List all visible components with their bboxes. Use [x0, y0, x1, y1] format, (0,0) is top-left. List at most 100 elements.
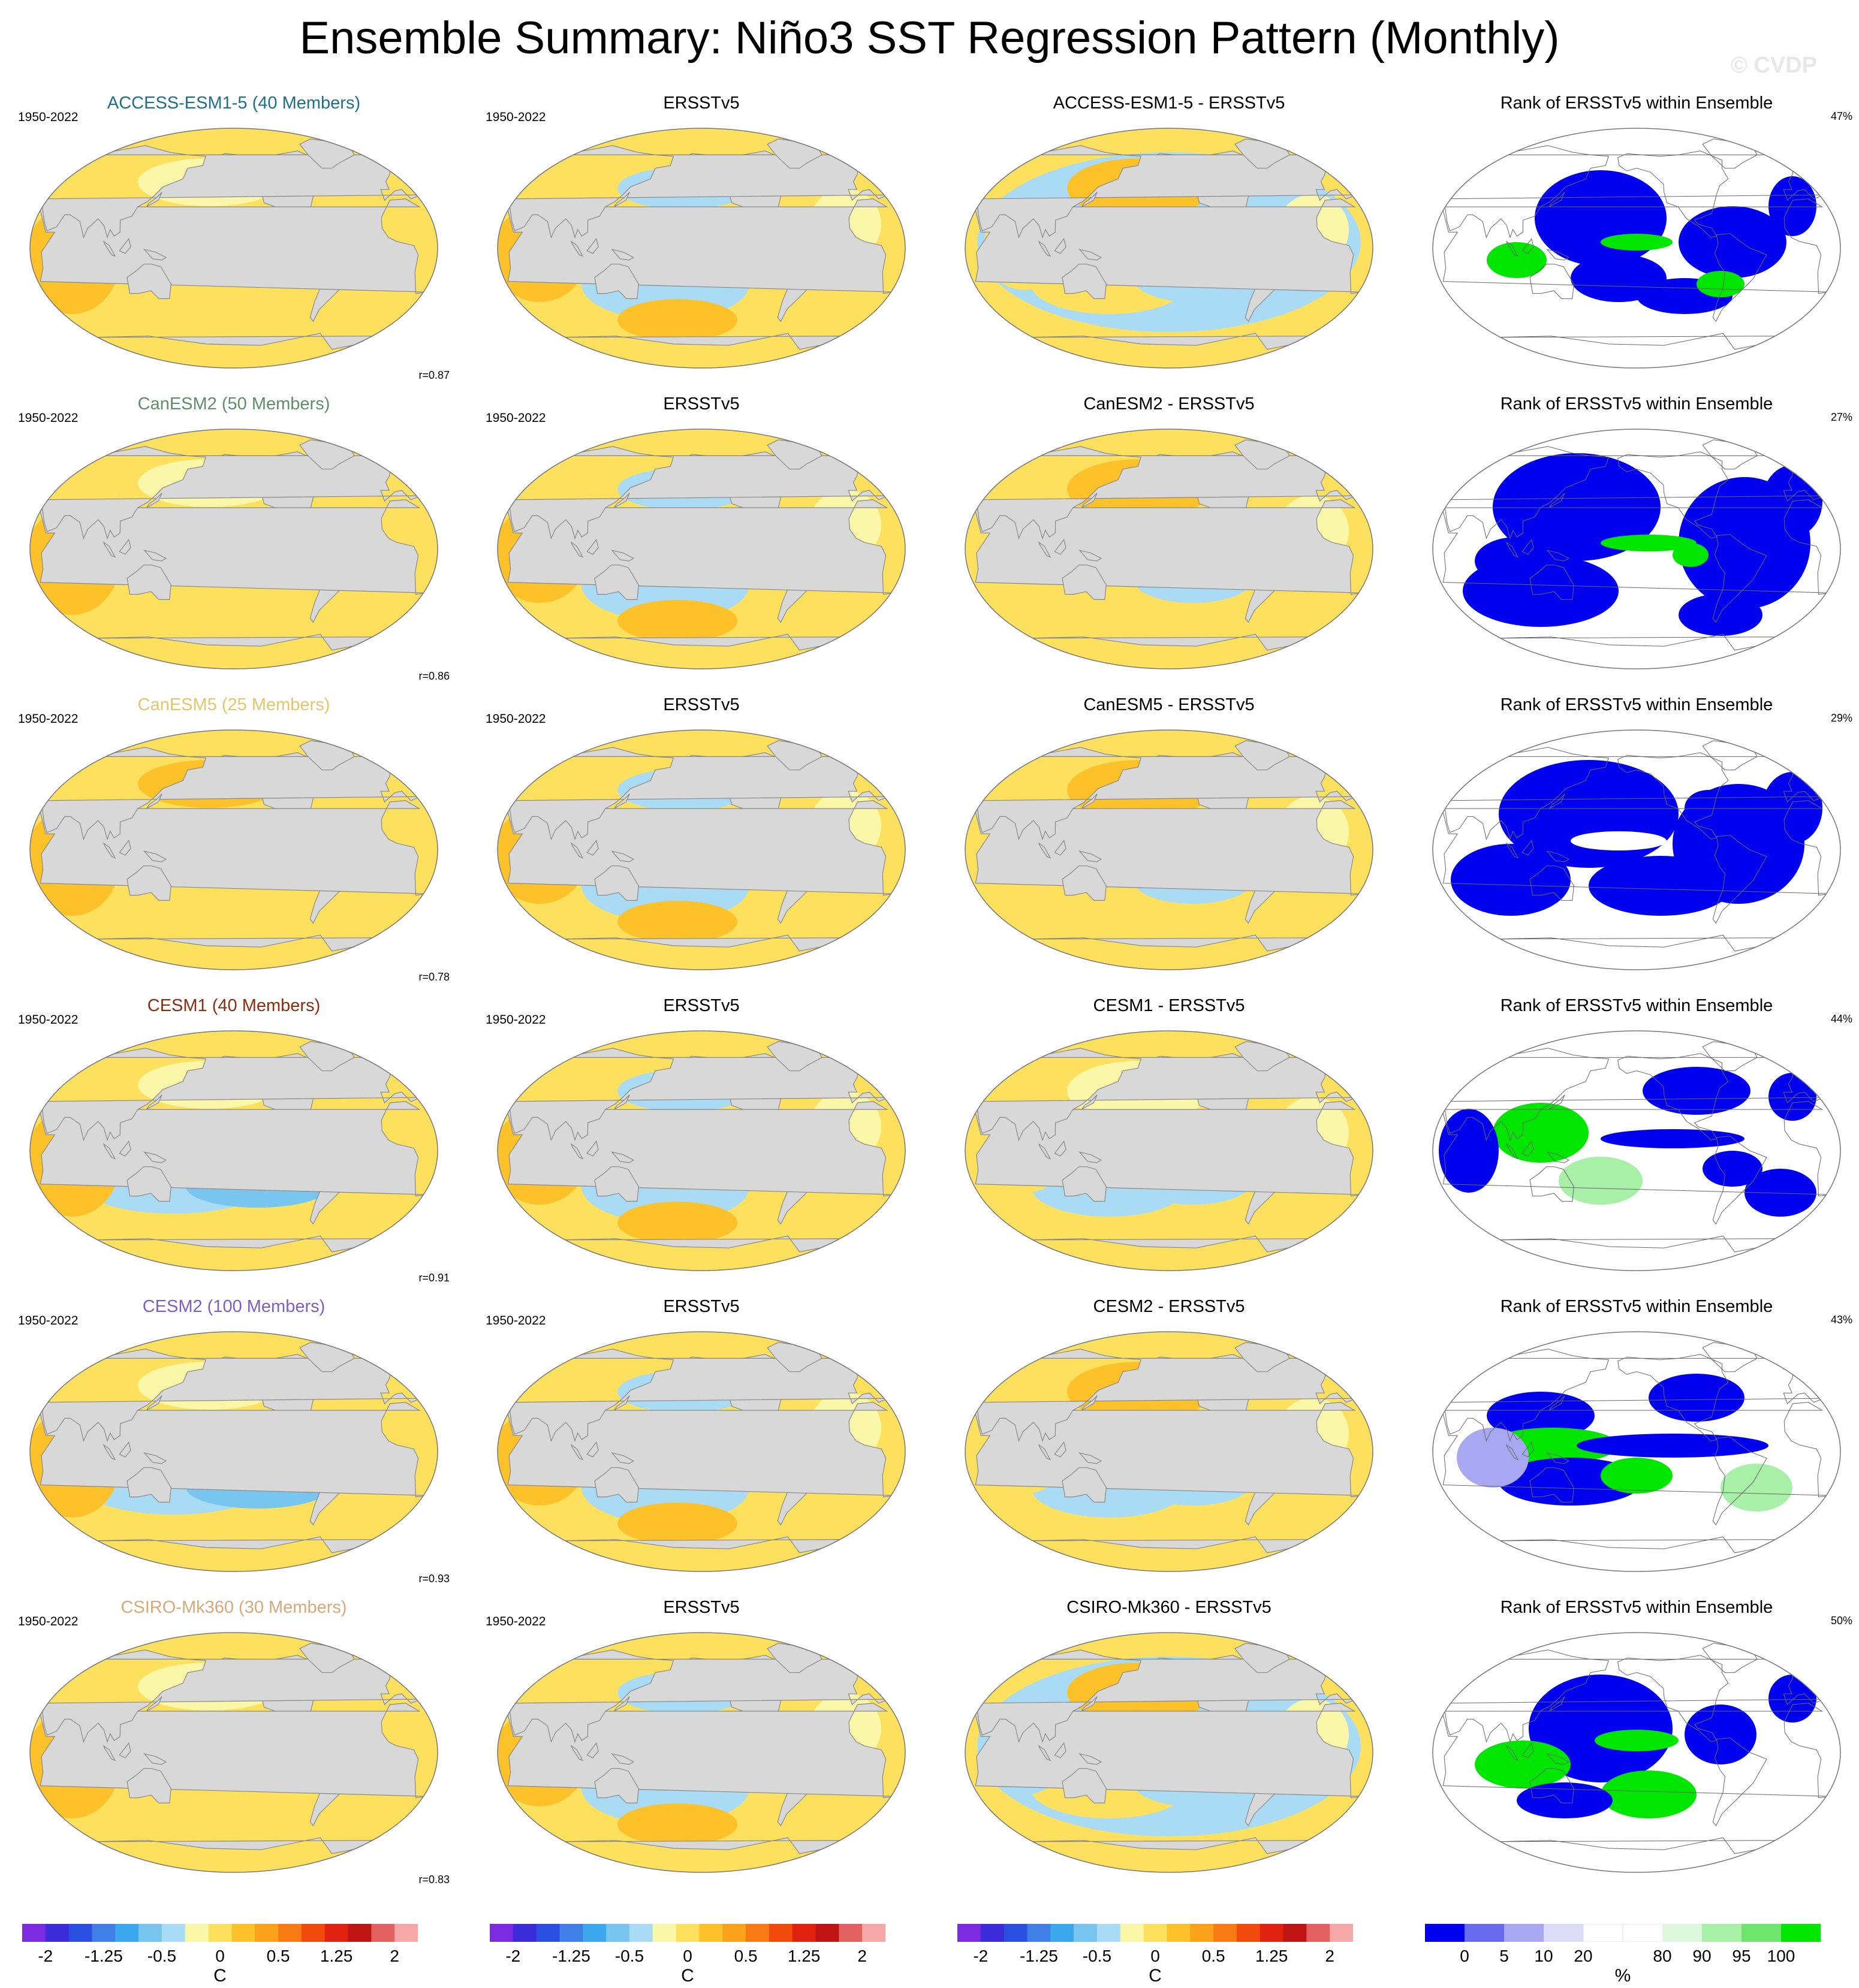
panel-model-2: CanESM2 (50 Members) 1950-2022 r=0.86: [6, 394, 462, 688]
panel-model-6: CSIRO-Mk360 (30 Members) 1950-2022 r=0.83: [6, 1598, 462, 1892]
panel-obs-6: ERSSTv5 1950-2022: [474, 1598, 929, 1892]
colorbar-unit: C: [681, 1966, 694, 1986]
colorbar-swatch: [1050, 1924, 1074, 1942]
colorbar-swatch: [394, 1924, 418, 1942]
colorbar-swatch: [862, 1924, 885, 1942]
colorbar-swatch: [208, 1924, 232, 1942]
colorbar-swatch: [1213, 1924, 1237, 1942]
period-label: 1950-2022: [486, 1314, 546, 1328]
colorbar-tick: 0.5: [734, 1947, 758, 1965]
colorbar-swatch: [1027, 1924, 1051, 1942]
panel-obs-3: ERSSTv5 1950-2022: [474, 695, 929, 989]
colorbar-swatch: [22, 1924, 46, 1942]
rank-map: [1432, 1030, 1841, 1271]
colorbar-tick: 2: [390, 1947, 399, 1965]
rank-map: [1432, 1632, 1841, 1873]
period-label: 1950-2022: [486, 1615, 546, 1628]
colorbar-swatch: [185, 1924, 209, 1942]
period-label: 1950-2022: [18, 110, 79, 124]
model-map: [29, 429, 438, 669]
model-map: [29, 1030, 438, 1271]
panel-rank-5: Rank of ERSSTv5 within Ensemble 43%: [1409, 1297, 1859, 1591]
colorbar-swatch: [324, 1924, 349, 1942]
colorbar-swatch: [1330, 1924, 1353, 1942]
colorbar-swatch: [1236, 1924, 1261, 1942]
colorbar-tick: 0: [683, 1947, 692, 1965]
rank-map: [1432, 1331, 1841, 1572]
colorbar-tick: 10: [1534, 1947, 1553, 1965]
colorbar-swatch: [1622, 1924, 1663, 1942]
difference-title: CanESM2 - ERSSTv5: [1083, 394, 1255, 414]
obs-title: ERSSTv5: [663, 394, 740, 414]
colorbar-swatch: [1143, 1924, 1167, 1942]
rank-title: Rank of ERSSTv5 within Ensemble: [1500, 1297, 1773, 1316]
colorbar-swatch: [1190, 1924, 1214, 1942]
colorbar-swatch: [699, 1924, 723, 1942]
colorbar-swatch: [1074, 1924, 1098, 1942]
diff-map: [965, 729, 1373, 970]
colorbar-swatch: [980, 1924, 1005, 1942]
rank-map: [1432, 729, 1841, 970]
page-title: Ensemble Summary: Niño3 SST Regression P…: [299, 13, 1560, 64]
panel-diff-6: CSIRO-Mk360 - ERSSTv5: [941, 1598, 1397, 1892]
colorbar-tick: 80: [1653, 1947, 1672, 1965]
colorbar-swatch: [629, 1924, 653, 1942]
panel-diff-5: CESM2 - ERSSTv5: [941, 1297, 1397, 1591]
colorbar-tick: -1.25: [84, 1947, 123, 1965]
colorbar-tick: 2: [1325, 1947, 1334, 1965]
rank-title: Rank of ERSSTv5 within Ensemble: [1500, 394, 1773, 414]
period-label: 1950-2022: [18, 1013, 79, 1027]
colorbar-swatch: [1504, 1924, 1544, 1942]
colorbar-tick: -2: [973, 1947, 989, 1965]
colorbar-tick: 90: [1692, 1947, 1712, 1965]
rank-title: Rank of ERSSTv5 within Ensemble: [1500, 93, 1773, 113]
difference-title: CanESM5 - ERSSTv5: [1083, 695, 1255, 714]
colorbar-tick: 95: [1732, 1947, 1751, 1965]
colorbar-tick: -1.25: [1019, 1947, 1058, 1965]
colorbar-swatch: [1702, 1924, 1742, 1942]
colorbar-tick: 0: [1460, 1947, 1469, 1965]
panel-model-3: CanESM5 (25 Members) 1950-2022 r=0.78: [6, 695, 462, 989]
rank-map: [1432, 429, 1841, 669]
colorbar-swatch: [255, 1924, 279, 1942]
colorbar-tick: 0: [1150, 1947, 1160, 1965]
diff-map: [965, 1331, 1373, 1572]
model-map: [29, 128, 438, 369]
colorbar-swatch: [301, 1924, 326, 1942]
colorbar-swatch: [1662, 1924, 1703, 1942]
colorbar-obs: -2 -1.25 -0.5 0 0.5 1.25 2 C: [490, 1924, 885, 1986]
colorbar-swatch: [161, 1924, 186, 1942]
panel-model-1: ACCESS-ESM1-5 (40 Members) 1950-2022 r=0.8…: [6, 93, 462, 387]
colorbar-swatch: [1260, 1924, 1284, 1942]
obs-map: [497, 1331, 906, 1572]
colorbar-swatch: [1283, 1924, 1307, 1942]
model-title: CESM1 (40 Members): [147, 996, 321, 1015]
colorbar-swatches: [1425, 1924, 1821, 1942]
colorbar-swatch: [559, 1924, 583, 1942]
colorbar-tick: 1.25: [787, 1947, 821, 1965]
colorbar-swatch: [278, 1924, 302, 1942]
colorbar-swatch: [92, 1924, 116, 1942]
panel-rank-3: Rank of ERSSTv5 within Ensemble 29%: [1409, 695, 1859, 989]
pattern-correlation: r=0.78: [418, 971, 450, 983]
colorbar-swatch: [1583, 1924, 1623, 1942]
diff-map: [965, 128, 1373, 369]
panel-model-5: CESM2 (100 Members) 1950-2022 r=0.93: [6, 1297, 462, 1591]
colorbar-swatch: [513, 1924, 537, 1942]
model-title: CSIRO-Mk360 (30 Members): [120, 1598, 347, 1617]
colorbar-swatch: [371, 1924, 395, 1942]
colorbar-swatch: [792, 1924, 816, 1942]
panel-rank-4: Rank of ERSSTv5 within Ensemble 44%: [1409, 996, 1859, 1290]
colorbar-swatch: [1425, 1924, 1465, 1942]
colorbar-swatches: [22, 1924, 418, 1942]
pattern-correlation: r=0.86: [418, 670, 450, 682]
colorbar-swatch: [1004, 1924, 1028, 1942]
obs-map: [497, 429, 906, 669]
colorbar-tick: 0.5: [1201, 1947, 1225, 1965]
colorbar-tick: -0.5: [147, 1947, 177, 1965]
panel-model-4: CESM1 (40 Members) 1950-2022 r=0.91: [6, 996, 462, 1290]
panel-rank-2: Rank of ERSSTv5 within Ensemble 27%: [1409, 394, 1859, 688]
colorbar-swatch: [348, 1924, 372, 1942]
obs-map: [497, 1030, 906, 1271]
colorbar-swatch: [115, 1924, 139, 1942]
